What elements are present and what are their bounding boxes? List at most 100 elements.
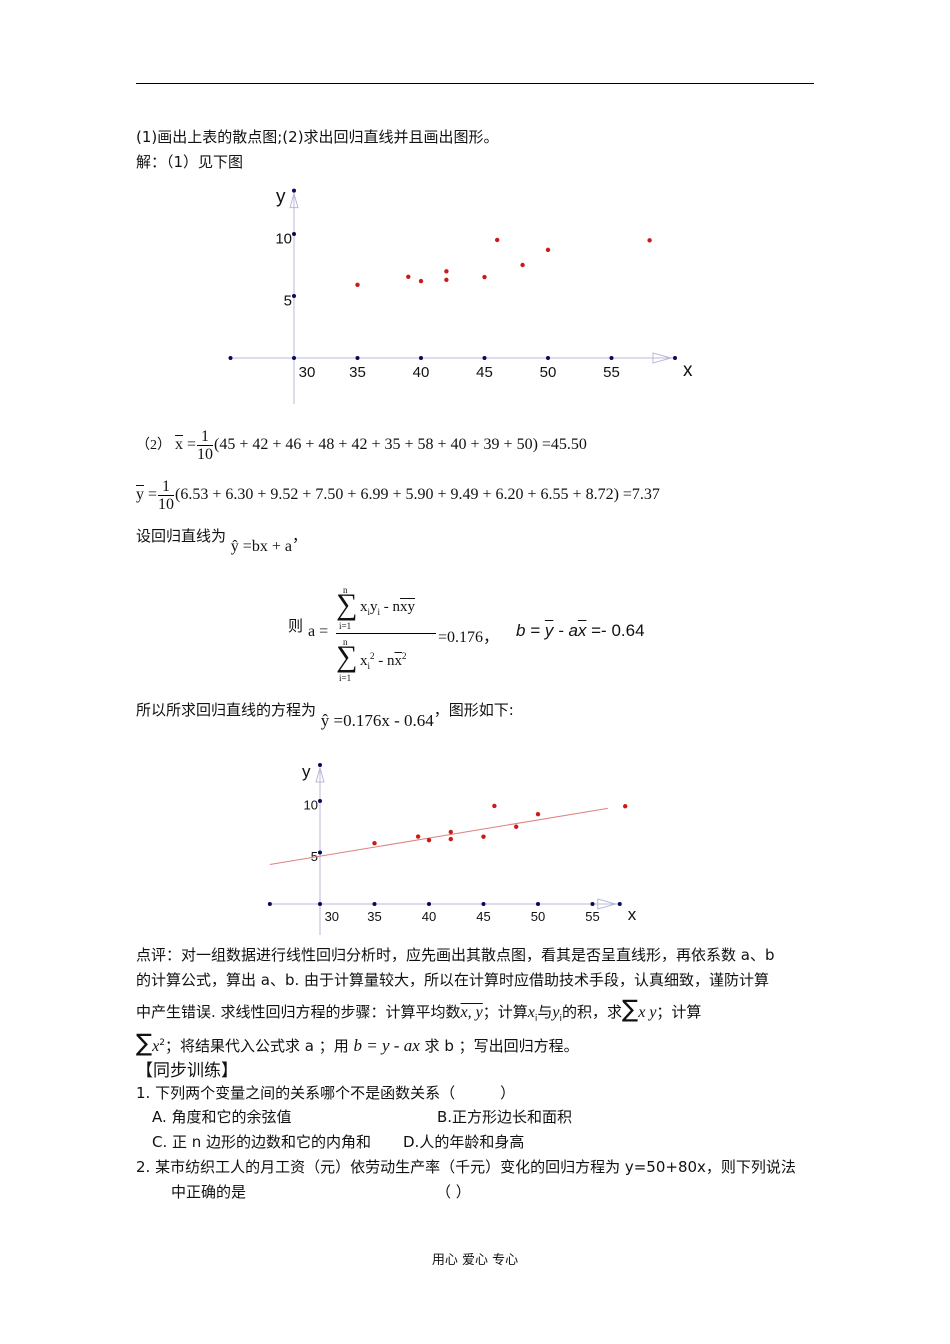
data-point [406, 274, 411, 279]
b-lhs: b = [516, 621, 541, 640]
x-axis-end-dot [617, 902, 622, 906]
x-axis-end-dot [228, 356, 233, 360]
then-label: 则 [288, 617, 304, 635]
regression-equation: ŷ =0.176x - 0.64 [320, 711, 434, 730]
minus-n: - n [380, 599, 401, 615]
data-point [444, 277, 449, 283]
y-tick-dot [318, 799, 322, 803]
data-point [415, 834, 421, 839]
a-value: =0.176， [438, 629, 500, 646]
ybar: y [544, 621, 554, 640]
x-tick-dot [590, 902, 595, 906]
sum-upper: n [343, 637, 348, 647]
data-point [355, 282, 360, 288]
data-point [444, 269, 449, 274]
x-tick-label: 35 [349, 364, 366, 381]
x-tick-dot [318, 902, 322, 906]
x-tick-label: 40 [422, 909, 436, 924]
answer-paren: （ ） [436, 1183, 471, 1201]
data-point [372, 841, 377, 846]
footer: 用心 爱心 专心 [431, 1253, 519, 1268]
y-axis-label: y [302, 762, 311, 781]
header-rule [136, 83, 814, 84]
sigma-icon: ∑ [136, 1029, 153, 1057]
minus-a: - a [553, 621, 578, 640]
sum-upper: n [343, 585, 348, 595]
data-point [482, 274, 487, 280]
data-point [418, 278, 424, 284]
xbar-sum: (45 + 42 + 46 + 48 + 42 + 35 + 58 + 40 +… [214, 436, 587, 454]
regression-line [269, 807, 608, 866]
x-axis-arrow-icon [652, 352, 673, 364]
xbar: x [577, 621, 587, 640]
x-axis-label: x [628, 905, 637, 924]
data-point [448, 836, 453, 842]
numerator: 1 [158, 478, 175, 496]
denominator: 10 [158, 496, 175, 513]
comment-line: ∑x2；将结果代入公式求 a ；用 b = y - ax 求 b ；写出回归方程… [136, 1025, 816, 1061]
sup: 2 [402, 651, 407, 661]
x-tick-label: 40 [413, 364, 430, 381]
text: ；将结果代入公式求 a ；用 [165, 1037, 349, 1055]
fraction: 1 10 [197, 428, 214, 463]
x-tick-label: 35 [367, 909, 381, 924]
x-tick-dot [427, 902, 431, 906]
x-tick-dot [609, 356, 614, 360]
y-tick-label: 5 [311, 849, 318, 864]
q1-option-b: B.正方形边长和面积 [437, 1108, 573, 1126]
x-tick-dot [419, 356, 423, 360]
fraction: 1 10 [158, 478, 175, 513]
equals: = [187, 436, 197, 454]
regression-form: ŷ =bx + a [230, 538, 292, 555]
ybar-sum: (6.53 + 6.30 + 9.52 + 7.50 + 6.99 + 5.90… [175, 486, 660, 504]
x-tick-dot [482, 356, 487, 360]
fraction-bar [336, 633, 436, 634]
comment-paragraph: 点评：对一组数据进行线性回归分析时，应先画出其散点图，看其是否呈直线形，再依系数… [136, 943, 816, 1061]
x-tick-dot [292, 356, 296, 360]
xi: x [527, 1004, 535, 1021]
x-tick-dot [536, 902, 540, 906]
question-2-cont: 中正确的是 [171, 1183, 247, 1201]
xi: x [152, 1038, 160, 1055]
x-bar: x [394, 653, 403, 669]
text: 中产生错误. 求线性回归方程的步骤：计算平均数 [136, 1003, 461, 1021]
minus-n: - n [374, 653, 395, 669]
data-point [448, 829, 453, 835]
x-axis-arrow-icon [597, 898, 618, 910]
equals: = [148, 486, 158, 504]
data-point [514, 824, 519, 829]
y-tick-dot [292, 232, 296, 236]
sigma-icon: ∑ [622, 995, 639, 1023]
b-equation: b = y - ax =- 0.64 [516, 621, 645, 641]
x-tick-dot [481, 902, 486, 906]
text: ；计算 [656, 1003, 702, 1021]
sub: i [367, 661, 371, 671]
tail: ，图形如下: [433, 701, 514, 719]
xiyi: x y [638, 1004, 657, 1021]
set-regression-line: 设回归直线为 ŷ =bx + a， [136, 525, 307, 555]
y-tick-label: 10 [275, 230, 292, 247]
ybar-symbol: y [136, 486, 144, 504]
x-tick-dot [546, 356, 550, 360]
numerator: 1 [197, 428, 214, 446]
solution-label: 解：（1）见下图 [136, 153, 244, 171]
x-term: x [360, 653, 368, 669]
text: 求 b ；写出回归方程。 [424, 1037, 579, 1055]
text: 的积，求 [562, 1003, 623, 1021]
q1-option-c: C. 正 n 边形的边数和它的内角和 [152, 1133, 372, 1151]
y-axis-end-dot [292, 188, 296, 193]
b-value: =- 0.64 [586, 621, 645, 640]
section-title: 【同步训练】 [136, 1061, 238, 1081]
sum-lower: i=1 [339, 621, 352, 631]
data-point [492, 803, 497, 809]
result-line: 所以所求回归直线的方程为 ŷ =0.176x - 0.64，图形如下: [136, 699, 514, 730]
sup: 2 [370, 651, 375, 661]
data-point [495, 237, 500, 243]
q1-option-d: D.人的年龄和身高 [403, 1133, 525, 1151]
yi: y [552, 1004, 560, 1021]
x-tick-dot [355, 356, 360, 360]
xbar-equation: （2） x = 1 10 (45 + 42 + 46 + 48 + 42 + 35 +… [136, 428, 587, 463]
